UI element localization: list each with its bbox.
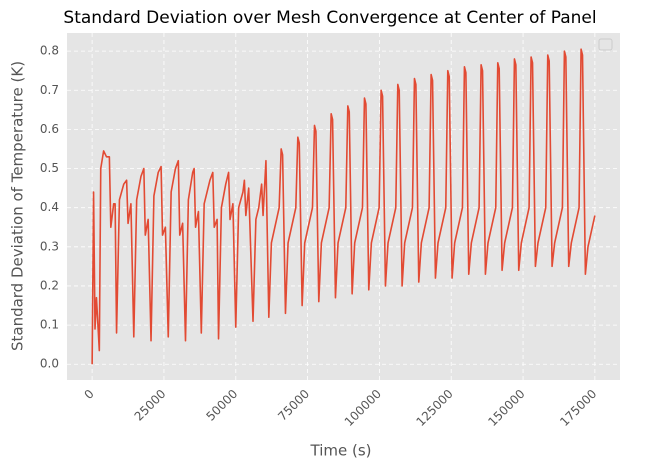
chart-title: Standard Deviation over Mesh Convergence… [63,8,596,28]
x-tick-label: 100000 [342,387,384,429]
y-tick-label: 0.1 [40,318,59,332]
x-tick-label: 125000 [414,387,456,429]
plot-area [67,33,620,380]
x-tick-label: 50000 [203,387,240,424]
grid [67,33,620,380]
y-axis-label: Standard Deviation of Temperature (K) [9,61,27,351]
x-tick-label: 150000 [485,387,527,429]
x-axis-label: Time (s) [310,442,372,460]
y-tick-label: 0.6 [40,122,59,136]
y-tick-label: 0.8 [40,44,59,58]
legend [598,38,613,51]
x-tick-label: 0 [81,387,96,402]
y-tick-label: 0.4 [40,200,59,214]
y-tick-label: 0.3 [40,239,59,253]
x-tick-label: 25000 [132,387,169,424]
y-tick-label: 0.7 [40,83,59,97]
x-tick-label: 75000 [275,387,312,424]
y-tick-label: 0.2 [40,278,59,292]
line-series [91,48,596,365]
y-tick-label: 0.0 [40,357,59,371]
x-tick-label: 175000 [557,387,599,429]
y-tick-label: 0.5 [40,161,59,175]
